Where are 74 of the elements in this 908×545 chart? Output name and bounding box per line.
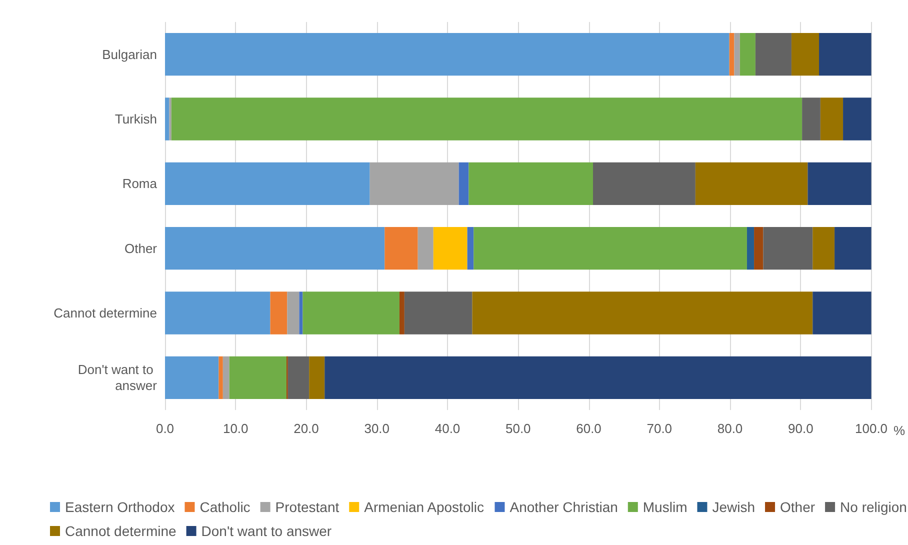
x-tick-label: 20.0 bbox=[294, 421, 319, 436]
bar bbox=[288, 356, 310, 400]
bar bbox=[467, 226, 474, 270]
legend-label: Protestant bbox=[275, 499, 340, 515]
bar bbox=[309, 356, 325, 400]
x-tick-label: 60.0 bbox=[576, 421, 602, 436]
bar bbox=[218, 356, 223, 400]
bar bbox=[819, 32, 872, 76]
x-tick-label: 70.0 bbox=[646, 421, 672, 436]
x-tick-label: 10.0 bbox=[222, 421, 248, 436]
bar bbox=[746, 226, 754, 270]
x-tick-label: 50.0 bbox=[505, 421, 531, 436]
bar bbox=[165, 98, 170, 140]
legend-label: No religion bbox=[840, 499, 907, 515]
bar bbox=[474, 226, 747, 270]
legend-label: Jewish bbox=[712, 499, 756, 515]
bar bbox=[229, 356, 286, 400]
x-tick-label: 0.0 bbox=[156, 421, 174, 436]
legend-label: Muslim bbox=[642, 499, 688, 515]
y-tick-label: Bulgarian bbox=[102, 46, 157, 62]
bar bbox=[404, 292, 472, 334]
bar bbox=[754, 226, 764, 270]
bar bbox=[165, 356, 219, 400]
y-tick-label: Other bbox=[124, 240, 158, 256]
bar bbox=[791, 32, 820, 76]
bar bbox=[433, 226, 468, 270]
legend-label: Eastern Orthodox bbox=[65, 499, 175, 515]
bar bbox=[222, 356, 230, 400]
bar bbox=[299, 292, 303, 334]
legend-label: Don't want to answer bbox=[201, 523, 332, 539]
bar bbox=[755, 32, 792, 76]
bar bbox=[270, 292, 288, 334]
bar bbox=[384, 226, 418, 270]
bar bbox=[740, 32, 756, 76]
bar bbox=[324, 356, 872, 400]
bar bbox=[165, 226, 385, 270]
legend-label: Another Christian bbox=[510, 499, 618, 515]
legend-label: Armenian Apostolic bbox=[364, 499, 484, 515]
bar bbox=[399, 292, 404, 334]
bar bbox=[165, 292, 270, 334]
legend-label: Catholic bbox=[200, 499, 250, 515]
y-tick-label: Turkish bbox=[114, 112, 157, 126]
bar bbox=[820, 98, 844, 140]
bar bbox=[287, 292, 300, 334]
x-tick-label: 30.0 bbox=[364, 421, 390, 436]
bar bbox=[808, 162, 872, 206]
y-tick-label: Don't want to answer bbox=[78, 362, 158, 394]
bar bbox=[458, 162, 469, 206]
bar bbox=[802, 98, 820, 140]
bar bbox=[370, 162, 459, 206]
bar bbox=[843, 98, 872, 140]
bar bbox=[302, 292, 400, 334]
legend-label: Other bbox=[780, 499, 816, 515]
x-tick-label: 80.0 bbox=[717, 421, 743, 436]
bar bbox=[468, 162, 594, 206]
bar bbox=[734, 32, 740, 76]
x-axis-title: % bbox=[893, 423, 906, 438]
bar bbox=[171, 98, 802, 140]
bar bbox=[812, 226, 835, 270]
x-tick-label: 90.0 bbox=[788, 421, 814, 436]
bar bbox=[834, 226, 872, 270]
bar bbox=[695, 162, 808, 206]
x-tick-label: 40.0 bbox=[434, 421, 460, 436]
bar bbox=[593, 162, 696, 206]
bar bbox=[418, 226, 434, 270]
y-tick-label: Cannot determine bbox=[54, 306, 157, 320]
x-tick-label: 100.0 bbox=[855, 421, 888, 436]
y-tick-label: Roma bbox=[122, 176, 158, 192]
bar bbox=[729, 32, 734, 76]
bar bbox=[165, 32, 730, 76]
bar bbox=[763, 226, 813, 270]
bar bbox=[812, 292, 872, 334]
bar bbox=[165, 162, 370, 206]
bar bbox=[472, 292, 813, 334]
